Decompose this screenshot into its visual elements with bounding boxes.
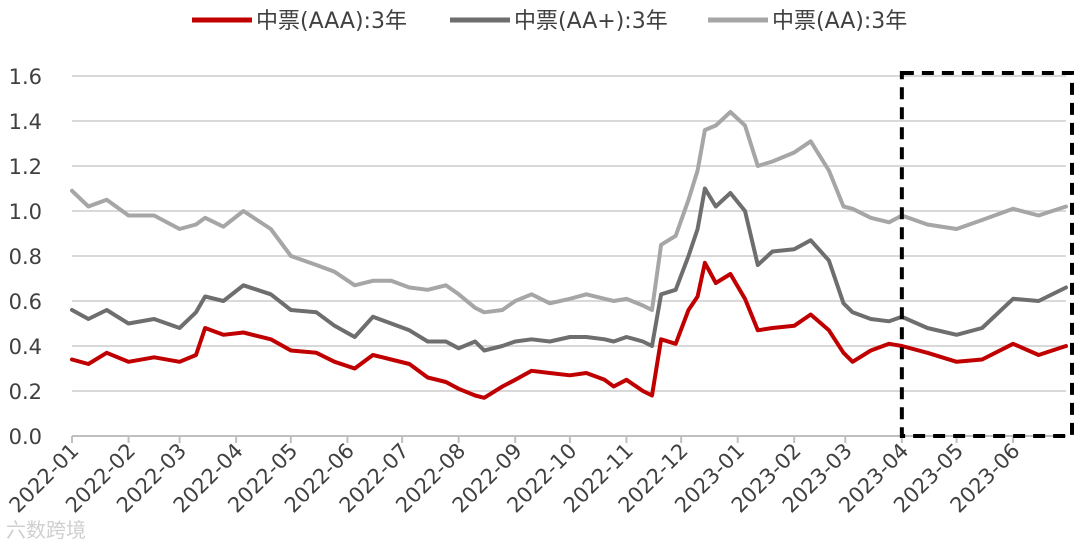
- y-axis: 0.0 0.2 0.4 0.6 0.8 1.0 1.2 1.4 1.6: [9, 65, 42, 449]
- y-tick-label: 0.4: [9, 335, 42, 359]
- grid: [72, 75, 1066, 392]
- series-line: [70, 186, 1068, 353]
- y-tick-label: 0.6: [9, 290, 42, 314]
- watermark: 六数跨境: [6, 518, 86, 542]
- y-tick-label: 1.6: [9, 65, 42, 89]
- highlight-box: [899, 71, 1074, 438]
- legend-label: 中票(AAA):3年: [256, 9, 407, 34]
- y-tick-label: 0.0: [9, 425, 42, 449]
- legend-label: 中票(AA+):3年: [514, 9, 668, 34]
- y-tick-label: 0.2: [9, 380, 42, 404]
- y-tick-label: 0.8: [9, 245, 42, 269]
- series-line: [70, 110, 1068, 315]
- legend: 中票(AAA):3年 中票(AA+):3年 中票(AA):3年: [192, 9, 907, 34]
- series-line: [70, 260, 1068, 400]
- legend-label: 中票(AA):3年: [772, 9, 907, 34]
- y-tick-label: 1.0: [9, 200, 42, 224]
- series-group: [70, 110, 1068, 400]
- y-tick-label: 1.4: [9, 110, 42, 134]
- y-tick-label: 1.2: [9, 155, 42, 179]
- x-axis: 2022-012022-022022-032022-042022-052022-…: [5, 435, 1066, 518]
